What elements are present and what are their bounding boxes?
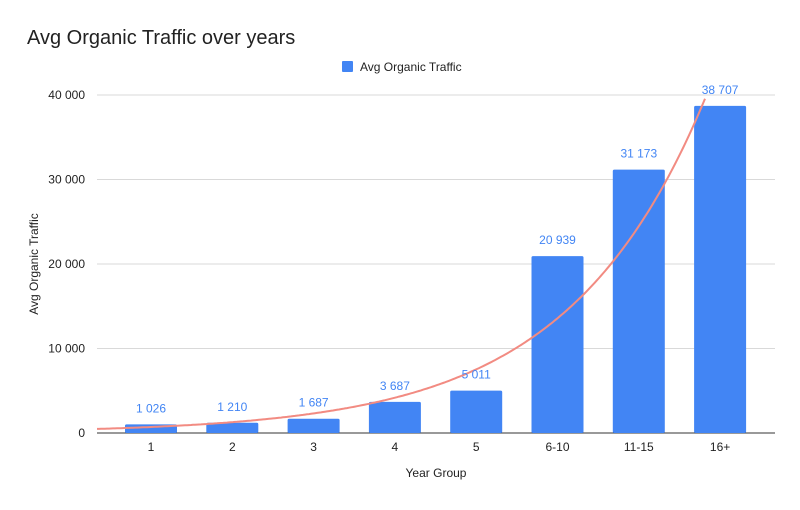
data-label: 1 687 (299, 396, 329, 410)
trendline (97, 98, 706, 430)
x-tick-label: 6-10 (545, 440, 569, 454)
y-tick-label: 20 000 (48, 257, 85, 271)
data-label: 5 011 (462, 368, 491, 382)
y-tick-label: 10 000 (48, 342, 85, 356)
x-tick-label: 16+ (710, 440, 730, 454)
chart-title: Avg Organic Traffic over years (27, 27, 295, 49)
y-tick-label: 30 000 (48, 173, 85, 187)
bar (531, 256, 584, 433)
bar (368, 401, 421, 433)
x-tick-label: 5 (473, 440, 480, 454)
bar (450, 390, 503, 433)
x-tick-label: 2 (229, 440, 236, 454)
y-axis-title: Avg Organic Traffic (27, 213, 41, 315)
x-tick-label: 4 (392, 440, 399, 454)
data-label: 1 026 (136, 401, 166, 415)
legend-swatch (342, 61, 353, 72)
data-label: 3 687 (380, 379, 410, 393)
bar (287, 418, 340, 433)
y-tick-label: 0 (78, 426, 85, 440)
data-label: 31 173 (620, 147, 657, 161)
x-tick-label: 1 (148, 440, 155, 454)
x-tick-label: 11-15 (624, 440, 654, 454)
data-label: 20 939 (539, 233, 576, 247)
bar (206, 422, 259, 433)
x-tick-label: 3 (310, 440, 317, 454)
legend: Avg Organic Traffic (342, 60, 462, 74)
data-label: 38 707 (702, 83, 739, 97)
bar (694, 105, 747, 434)
y-tick-label: 40 000 (48, 88, 85, 102)
legend-label: Avg Organic Traffic (360, 60, 462, 74)
data-label: 1 210 (217, 400, 247, 414)
bar (612, 169, 665, 434)
x-axis-title: Year Group (406, 466, 467, 480)
